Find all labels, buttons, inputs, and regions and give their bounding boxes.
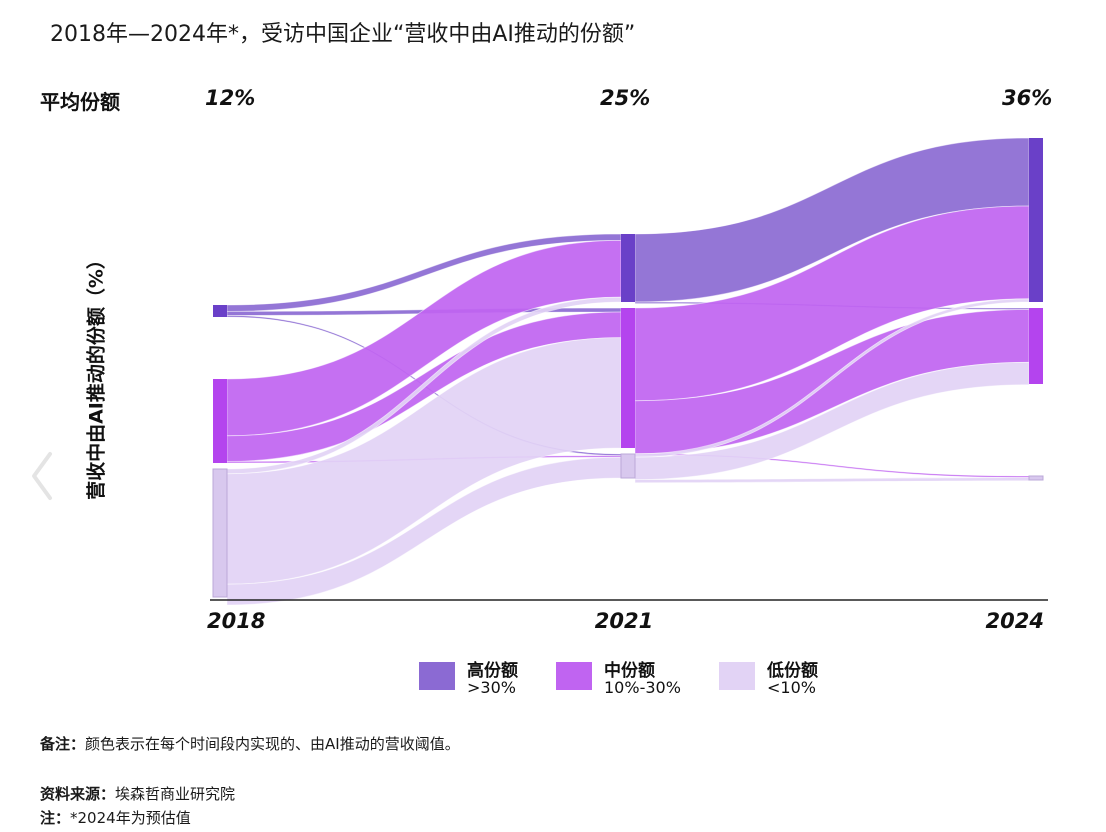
estimate-text: *2024年为预估值	[70, 809, 191, 827]
flow-link-2021-low-to-mid	[634, 361, 1030, 481]
node-2018-low	[212, 468, 228, 598]
average-share-label: 平均份额	[40, 90, 120, 114]
legend-range-low: <10%	[767, 678, 816, 697]
x-axis-ticks: 2018 2021 2024	[207, 609, 1044, 633]
remark-text: 颜色表示在每个时间段内实现的、由AI推动的营收阈值。	[85, 735, 460, 753]
average-share-2021: 25%	[600, 86, 651, 110]
source-text: 埃森哲商业研究院	[115, 785, 236, 803]
node-2021-high	[621, 234, 635, 302]
x-tick-2018: 2018	[207, 609, 265, 633]
average-share-2018: 12%	[205, 86, 256, 110]
flow-link-2021-low-to-low	[634, 477, 1030, 484]
chart-title: 2018年—2024年*，受访中国企业“营收中由AI推动的份额”	[50, 22, 636, 47]
legend-name-high: 高份额	[467, 661, 518, 681]
node-2024-low	[1028, 475, 1044, 481]
legend-range-mid: 10%-30%	[604, 678, 681, 697]
remark-note: 备注：颜色表示在每个时间段内实现的、由AI推动的营收阈值。	[40, 733, 460, 754]
node-2021-mid	[621, 308, 635, 448]
x-tick-2024: 2024	[986, 609, 1044, 633]
estimate-note: 注：*2024年为预估值	[40, 807, 191, 828]
x-tick-2021: 2021	[595, 609, 653, 633]
legend-swatch-high	[419, 662, 455, 690]
node-2021-low	[620, 453, 636, 479]
legend-range-high: >30%	[467, 678, 516, 697]
legend-name-mid: 中份额	[604, 661, 655, 681]
legend-swatch-low	[719, 662, 755, 690]
estimate-label: 注：	[40, 809, 71, 827]
stage-nodes	[212, 138, 1044, 598]
legend-swatch-mid	[556, 662, 592, 690]
flow-links	[226, 137, 1030, 606]
node-2024-high	[1029, 138, 1043, 302]
source-label: 资料来源：	[40, 785, 116, 803]
node-2018-high	[213, 305, 227, 317]
source-note: 资料来源：埃森哲商业研究院	[40, 783, 235, 804]
node-2018-mid	[213, 379, 227, 463]
average-share-2024: 36%	[1002, 86, 1053, 110]
chevron-left-icon[interactable]	[30, 450, 56, 502]
remark-label: 备注：	[40, 735, 86, 753]
legend-name-low: 低份额	[767, 661, 818, 681]
node-2024-mid	[1029, 308, 1043, 384]
